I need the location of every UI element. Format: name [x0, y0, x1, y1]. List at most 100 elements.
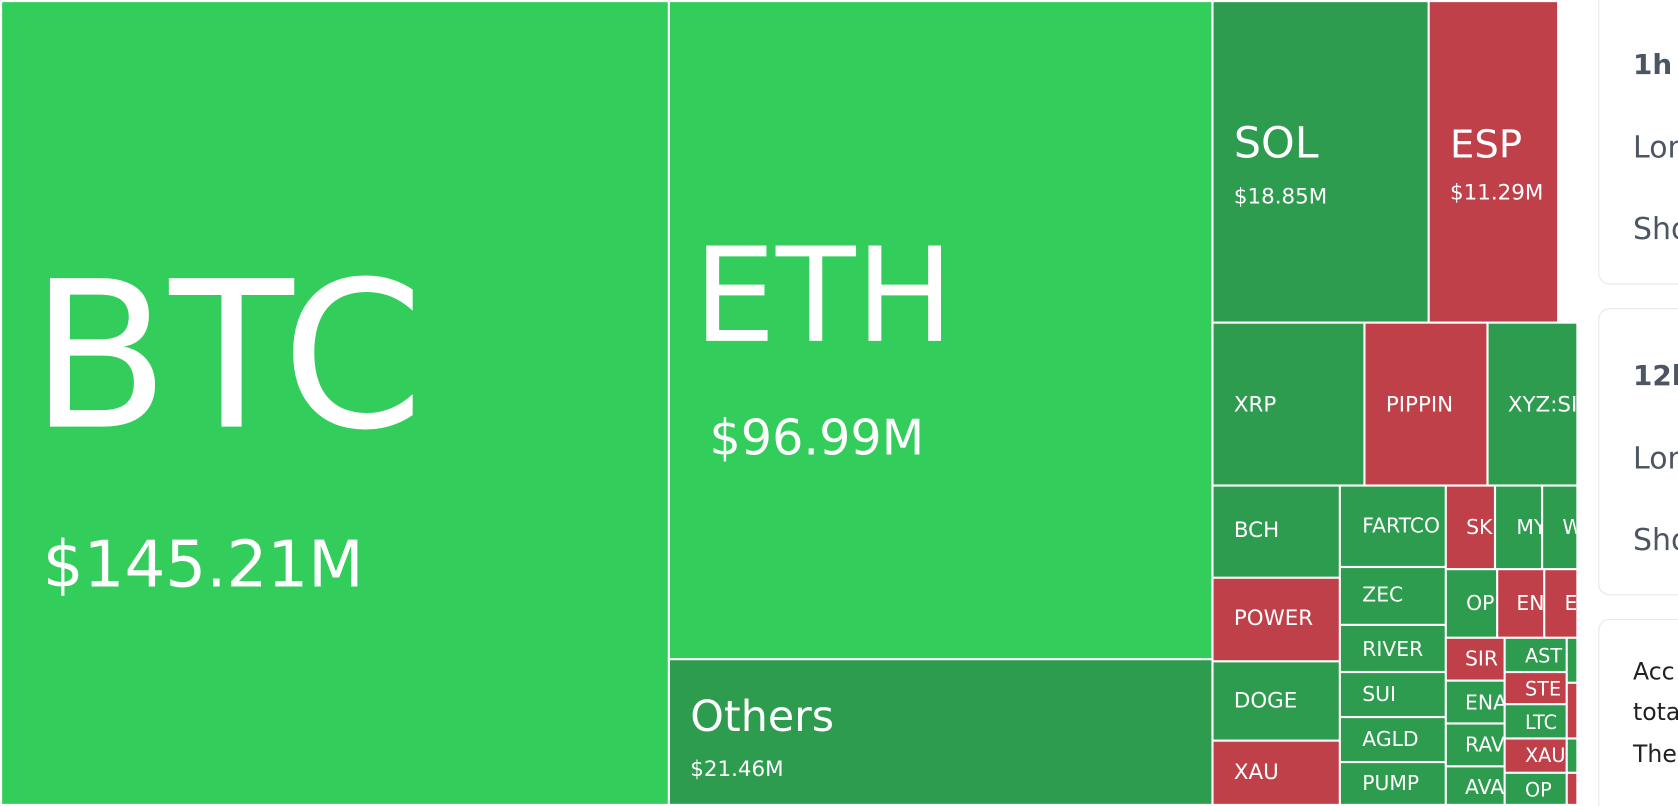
- tile-rect: [1446, 724, 1504, 766]
- tile: OP: [1505, 773, 1566, 804]
- tile-value: $21.46M: [690, 757, 783, 782]
- tile-label: ETH: [693, 220, 953, 372]
- tile-label: FARTCO: [1362, 514, 1440, 538]
- tile: Others $21.46M: [669, 660, 1212, 804]
- tile-label: SUI: [1362, 682, 1396, 706]
- tile: PIPPIN: [1365, 323, 1487, 485]
- tile-label: AVA: [1465, 775, 1504, 799]
- tile: PUMP: [1340, 763, 1445, 804]
- tile-label: PUMP: [1362, 771, 1419, 795]
- tile-rect: [1543, 486, 1577, 569]
- tile-label: ESP: [1450, 123, 1522, 168]
- tile-label: ZEC: [1362, 582, 1403, 606]
- tile: SK: [1446, 486, 1494, 569]
- tile-value: $145.21M: [43, 527, 364, 602]
- tile-value: $96.99M: [710, 408, 925, 466]
- tile: E: [1545, 570, 1577, 637]
- tile-rect: [1213, 486, 1339, 577]
- tile-label: RIVER: [1362, 637, 1423, 661]
- tile-rect: [1498, 570, 1544, 637]
- tile: RAV: [1446, 724, 1505, 766]
- tile-label: AST: [1525, 644, 1562, 667]
- panel-note: tota: [1633, 698, 1678, 726]
- tile-rect: [1340, 763, 1445, 804]
- panel-note: Acc: [1633, 658, 1675, 686]
- tile-rect: [1505, 638, 1566, 671]
- panel-line: Sho: [1633, 523, 1678, 558]
- tile-rect: [1340, 673, 1445, 716]
- tile: XRP: [1213, 323, 1364, 485]
- panel-line: Lon: [1633, 441, 1678, 476]
- tile-label: SIR: [1465, 647, 1498, 671]
- tile-label: BTC: [30, 237, 424, 474]
- tile-sliver: [1567, 683, 1577, 738]
- tile-label: Others: [690, 692, 834, 742]
- tile-rect: [669, 660, 1212, 804]
- tile-rect: [1213, 741, 1339, 804]
- tile-rect: [1340, 718, 1445, 761]
- tile-rect: [1429, 2, 1558, 322]
- tile-rect: [1505, 705, 1566, 738]
- tile-rect: [1446, 486, 1494, 569]
- tile-rect: [2, 2, 668, 804]
- tile-rect: [1505, 773, 1566, 804]
- panel: [1598, 0, 1678, 285]
- tile-sliver: [1567, 773, 1577, 804]
- tile-rect: [1446, 681, 1504, 723]
- tile-rect: [1505, 673, 1566, 704]
- panel: [1598, 308, 1678, 596]
- tile-label: XYZ:SI: [1508, 393, 1577, 418]
- tile-rect: [1213, 2, 1428, 322]
- tile-label: SK: [1466, 515, 1493, 539]
- tile-label: STE: [1525, 678, 1561, 701]
- tile: RIVER: [1340, 625, 1445, 671]
- tile: XAU: [1213, 741, 1339, 804]
- tile-value: $18.85M: [1234, 185, 1327, 210]
- tile-rect: [1496, 486, 1542, 569]
- tile: BTC $145.21M: [2, 2, 668, 804]
- tile-label: PIPPIN: [1386, 393, 1453, 418]
- tile: AVA: [1446, 767, 1504, 804]
- tile: DOGE: [1213, 662, 1339, 740]
- tile-label: POWER: [1234, 606, 1313, 631]
- tile-label: SOL: [1234, 119, 1319, 169]
- tile-rect: [1505, 739, 1566, 772]
- tile-label: EN: [1516, 591, 1544, 615]
- tile-label: OP: [1466, 591, 1494, 615]
- tile: ENA: [1446, 681, 1507, 723]
- tile: ZEC: [1340, 568, 1445, 624]
- tile: XYZ:SI: [1488, 323, 1577, 485]
- tile: SIR: [1446, 638, 1504, 680]
- tile: MY: [1496, 486, 1547, 569]
- tile-label: XAU: [1525, 744, 1565, 767]
- tile-label: OP: [1525, 778, 1552, 801]
- treemap: BTC $145.21M ETH $96.99M Others $21.46M SOL $18…: [2, 2, 1577, 804]
- tile-rect: [1213, 662, 1339, 740]
- tile-rect: [1340, 486, 1445, 566]
- tile-value: $11.29M: [1450, 180, 1543, 205]
- tile: W: [1543, 486, 1577, 569]
- tile: ESP $11.29M: [1429, 2, 1558, 322]
- tile-label: MY: [1516, 515, 1547, 539]
- tile: ETH $96.99M: [669, 2, 1212, 659]
- tile-label: ENA: [1465, 691, 1507, 715]
- tile-rect: [1446, 570, 1497, 637]
- tile-rect: [1213, 578, 1339, 661]
- tile: BCH: [1213, 486, 1339, 577]
- tile-label: LTC: [1525, 711, 1557, 734]
- tile-rect: [1545, 570, 1577, 637]
- tile-rect: [1365, 323, 1487, 485]
- tile-label: RAV: [1465, 732, 1505, 756]
- tile: AGLD: [1340, 718, 1445, 761]
- panel-line: Sho: [1633, 212, 1678, 247]
- tile: SOL $18.85M: [1213, 2, 1428, 322]
- panel-title: 12h: [1633, 359, 1678, 392]
- tile-label: DOGE: [1234, 688, 1297, 713]
- tile-label: XAU: [1234, 760, 1279, 785]
- tile-label: AGLD: [1362, 727, 1418, 751]
- tile: STE: [1505, 673, 1566, 704]
- tile-rect: [1488, 323, 1577, 485]
- panel-line: Lon: [1633, 131, 1678, 166]
